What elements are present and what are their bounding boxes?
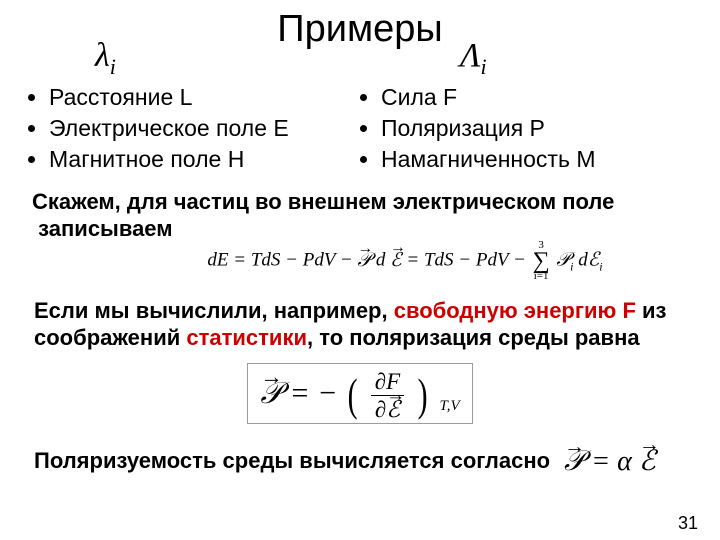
paragraph-2: Если мы вычислили, например, свободную э… [0, 298, 720, 351]
formula-1: dE = TdS − PdV − 𝒫 d ℰ = TdS − PdV − 3 ∑… [90, 240, 720, 282]
f1-sum: 3 ∑ i=1 [533, 240, 550, 282]
f1-vecP: 𝒫 [357, 250, 371, 272]
para1-line2: записываем [38, 216, 172, 241]
formula-3: 𝒫 = α ℰ [564, 444, 656, 478]
p2-red2: статистики [186, 325, 307, 350]
bullet-text: Поляризация P [381, 114, 545, 143]
f1-Pi-sub: i [570, 259, 573, 273]
f1-sum-bot: i=1 [533, 271, 550, 282]
p2-c: , то поляризация среды равна [307, 325, 640, 350]
rparen-icon: ) [417, 377, 427, 414]
bullet-icon [360, 94, 367, 101]
list-item: Магнитное поле H [28, 145, 360, 174]
slide: Примеры λi Λi Расстояние L Электрическое… [0, 8, 720, 540]
f1-d1: d [376, 250, 386, 271]
lparen-icon: ( [348, 377, 358, 414]
left-column: Расстояние L Электрическое поле E Магнит… [28, 83, 360, 175]
f1-lhs: dE = TdS − PdV − [207, 250, 357, 271]
bullet-icon [28, 156, 35, 163]
symbol-lambda-small: λi [95, 37, 116, 80]
symbol-Lambda-char: Λ [460, 37, 481, 74]
f1-vecE: ℰ [390, 249, 402, 272]
f2-frac: ∂F ∂ℰ [371, 370, 404, 421]
list-item: Электрическое поле E [28, 114, 360, 143]
list-item: Поляризация P [360, 114, 692, 143]
f3-vecP: 𝒫 [564, 446, 584, 478]
bullet-columns: Расстояние L Электрическое поле E Магнит… [0, 83, 720, 175]
f2-den: ∂ℰ [371, 396, 404, 421]
p3-text: Поляризуемость среды вычисляется согласн… [34, 448, 550, 474]
symbols-row: λi Λi [0, 51, 720, 89]
bullet-text: Намагниченность M [381, 145, 595, 174]
page-number: 31 [678, 513, 698, 534]
f2-sub: T,V [440, 398, 460, 414]
bullet-icon [28, 125, 35, 132]
right-column: Сила F Поляризация P Намагниченность M [360, 83, 692, 175]
symbol-lambda-big: Λi [460, 37, 487, 80]
bullet-text: Электрическое поле E [49, 114, 289, 143]
bullet-text: Магнитное поле H [49, 145, 244, 174]
para1-line1: Скажем, для частиц во внешнем электричес… [32, 189, 614, 214]
f3-vecE: ℰ [639, 444, 656, 478]
formula-2-box: 𝒫 = − ( ∂F ∂ℰ ) T,V [247, 363, 472, 424]
bullet-icon [28, 94, 35, 101]
symbol-Lambda-sub: i [481, 54, 487, 79]
bullet-icon [360, 125, 367, 132]
bullet-icon [360, 156, 367, 163]
f2-eq: = − [289, 377, 337, 410]
p2-a: Если мы вычислили, например, [34, 298, 394, 323]
sigma-icon: ∑ [533, 251, 550, 271]
f1-Pi: 𝒫 [556, 250, 570, 271]
f2-vecP: 𝒫 [260, 377, 282, 411]
f1-dEi: dℰ [578, 250, 599, 271]
f3-eq: = α [591, 446, 632, 477]
paragraph-1: Скажем, для частиц во внешнем электричес… [0, 189, 720, 242]
paragraph-3: Поляризуемость среды вычисляется согласн… [0, 444, 720, 478]
symbol-lambda-sub: i [110, 54, 116, 79]
f1-dEi-sub: i [599, 259, 602, 273]
p2-red1: свободную энергию F [394, 298, 636, 323]
f1-mid: = TdS − PdV − [406, 250, 530, 271]
symbol-lambda-char: λ [95, 37, 110, 74]
list-item: Намагниченность M [360, 145, 692, 174]
formula-2: 𝒫 = − ( ∂F ∂ℰ ) T,V [0, 363, 720, 424]
